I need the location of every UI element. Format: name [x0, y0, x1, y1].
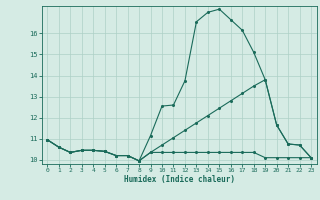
X-axis label: Humidex (Indice chaleur): Humidex (Indice chaleur): [124, 175, 235, 184]
